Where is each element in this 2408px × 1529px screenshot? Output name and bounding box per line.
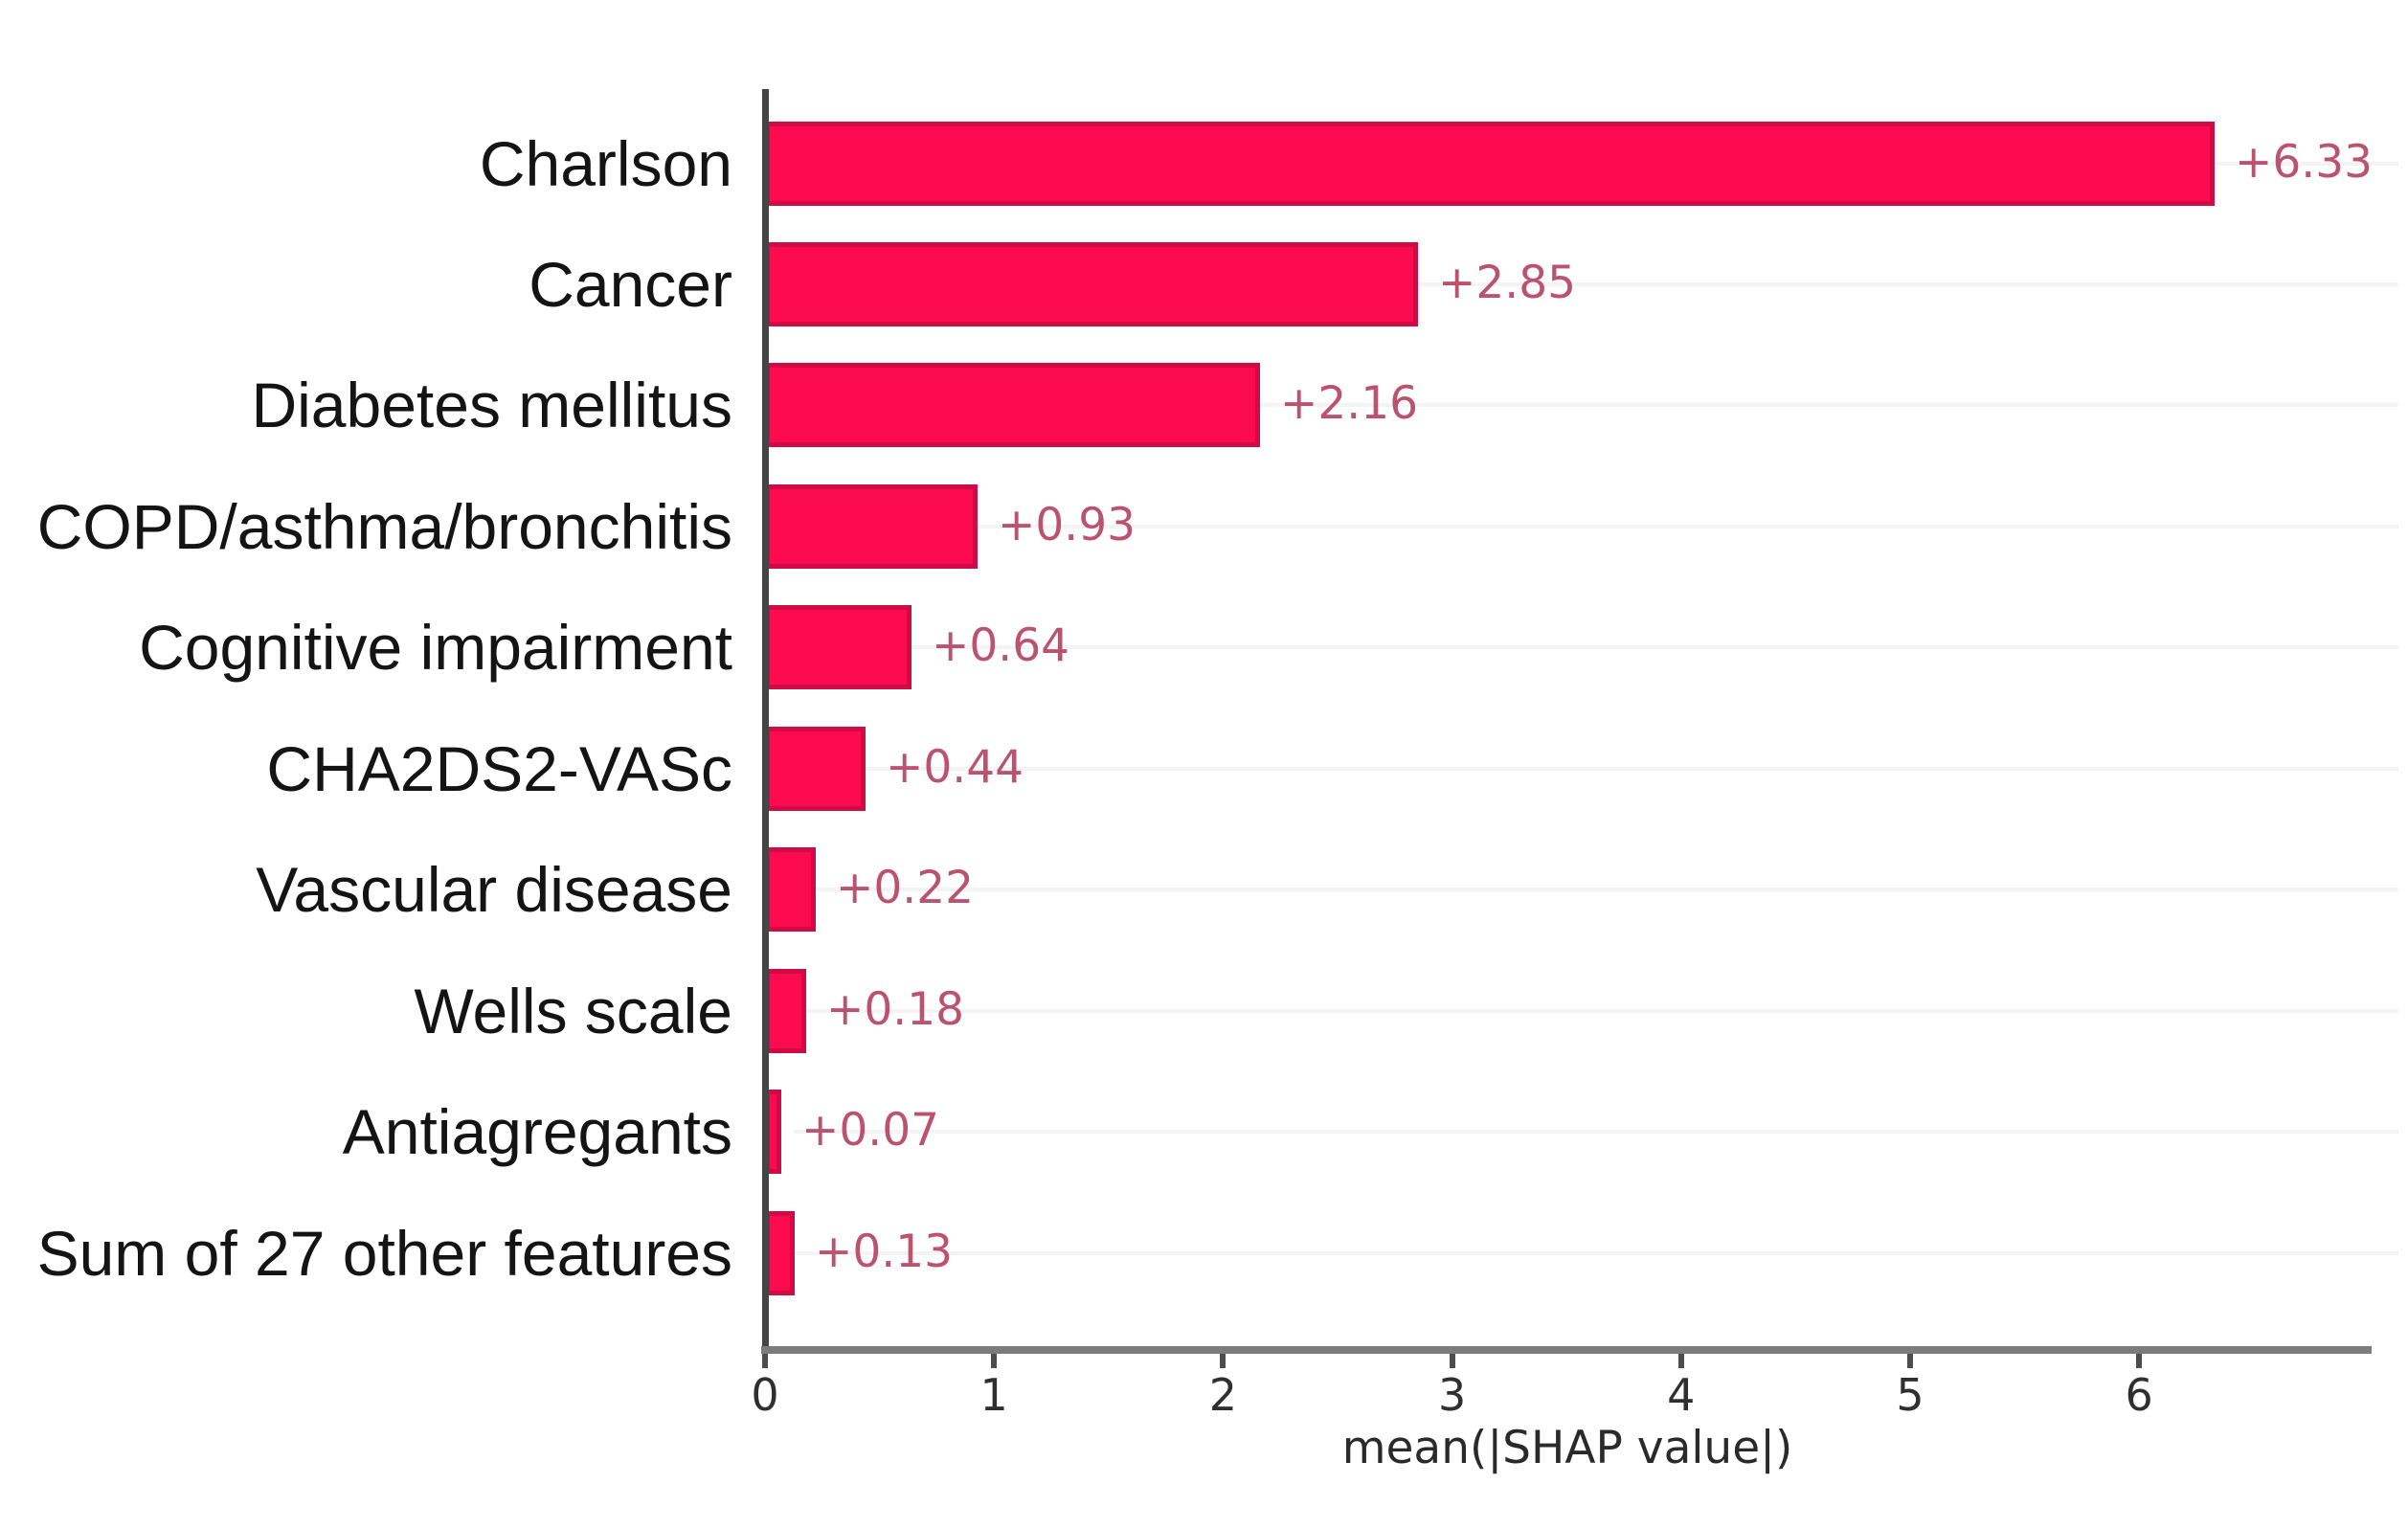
category-label: Charlson bbox=[479, 127, 732, 199]
bar-8 bbox=[765, 968, 806, 1053]
row-guide bbox=[794, 403, 2398, 408]
bar-3 bbox=[765, 363, 1260, 448]
bar-1 bbox=[765, 121, 2215, 206]
category-label: Cognitive impairment bbox=[139, 612, 732, 684]
row-guide bbox=[794, 1250, 2398, 1255]
x-tick-label: 4 bbox=[1667, 1369, 1696, 1421]
category-label: CHA2DS2-VASc bbox=[266, 732, 732, 804]
x-tick-label: 5 bbox=[1896, 1369, 1924, 1421]
bar-7 bbox=[765, 847, 816, 933]
x-axis-line bbox=[761, 1346, 2373, 1354]
x-tick-label: 0 bbox=[751, 1369, 779, 1421]
category-label: Wells scale bbox=[414, 975, 732, 1046]
x-tick bbox=[1907, 1354, 1913, 1368]
row-guide bbox=[794, 281, 2398, 286]
category-label: Sum of 27 other features bbox=[36, 1217, 732, 1289]
category-label: Cancer bbox=[529, 248, 732, 320]
category-label: COPD/asthma/bronchitis bbox=[36, 490, 732, 562]
bar-6 bbox=[765, 726, 866, 811]
x-axis-title: mean(|SHAP value|) bbox=[1341, 1422, 1793, 1474]
x-tick-label: 2 bbox=[1208, 1369, 1238, 1421]
bar-4 bbox=[765, 483, 978, 569]
value-label: +0.07 bbox=[801, 1104, 940, 1158]
value-label: +6.33 bbox=[2235, 135, 2374, 189]
value-label: +0.22 bbox=[836, 862, 975, 915]
bar-10 bbox=[765, 1210, 795, 1295]
value-label: +0.18 bbox=[826, 982, 965, 1036]
x-tick-label: 3 bbox=[1437, 1369, 1467, 1421]
x-tick bbox=[1220, 1354, 1227, 1368]
value-label: +2.85 bbox=[1438, 256, 1577, 309]
value-label: +0.93 bbox=[998, 498, 1136, 551]
y-axis-spine bbox=[762, 89, 769, 1354]
row-guide bbox=[794, 888, 2398, 892]
x-tick bbox=[1449, 1354, 1455, 1368]
row-guide bbox=[794, 524, 2398, 528]
row-guide bbox=[794, 1008, 2398, 1013]
bar-5 bbox=[765, 605, 911, 690]
value-label: +0.64 bbox=[932, 619, 1070, 673]
category-label: Diabetes mellitus bbox=[251, 370, 732, 441]
value-label: +0.13 bbox=[815, 1225, 954, 1278]
row-guide bbox=[794, 1130, 2398, 1135]
value-label: +2.16 bbox=[1280, 377, 1419, 431]
x-tick bbox=[991, 1354, 998, 1368]
bar-2 bbox=[765, 241, 1418, 326]
x-tick bbox=[762, 1354, 768, 1368]
x-tick-label: 6 bbox=[2125, 1369, 2153, 1421]
row-guide bbox=[794, 645, 2398, 650]
x-tick bbox=[2136, 1354, 2143, 1368]
x-tick-label: 1 bbox=[979, 1369, 1008, 1421]
row-guide bbox=[794, 766, 2398, 771]
x-tick bbox=[1677, 1354, 1684, 1368]
category-label: Vascular disease bbox=[256, 854, 732, 926]
category-label: Antiagregants bbox=[342, 1096, 732, 1168]
value-label: +0.44 bbox=[886, 740, 1024, 794]
